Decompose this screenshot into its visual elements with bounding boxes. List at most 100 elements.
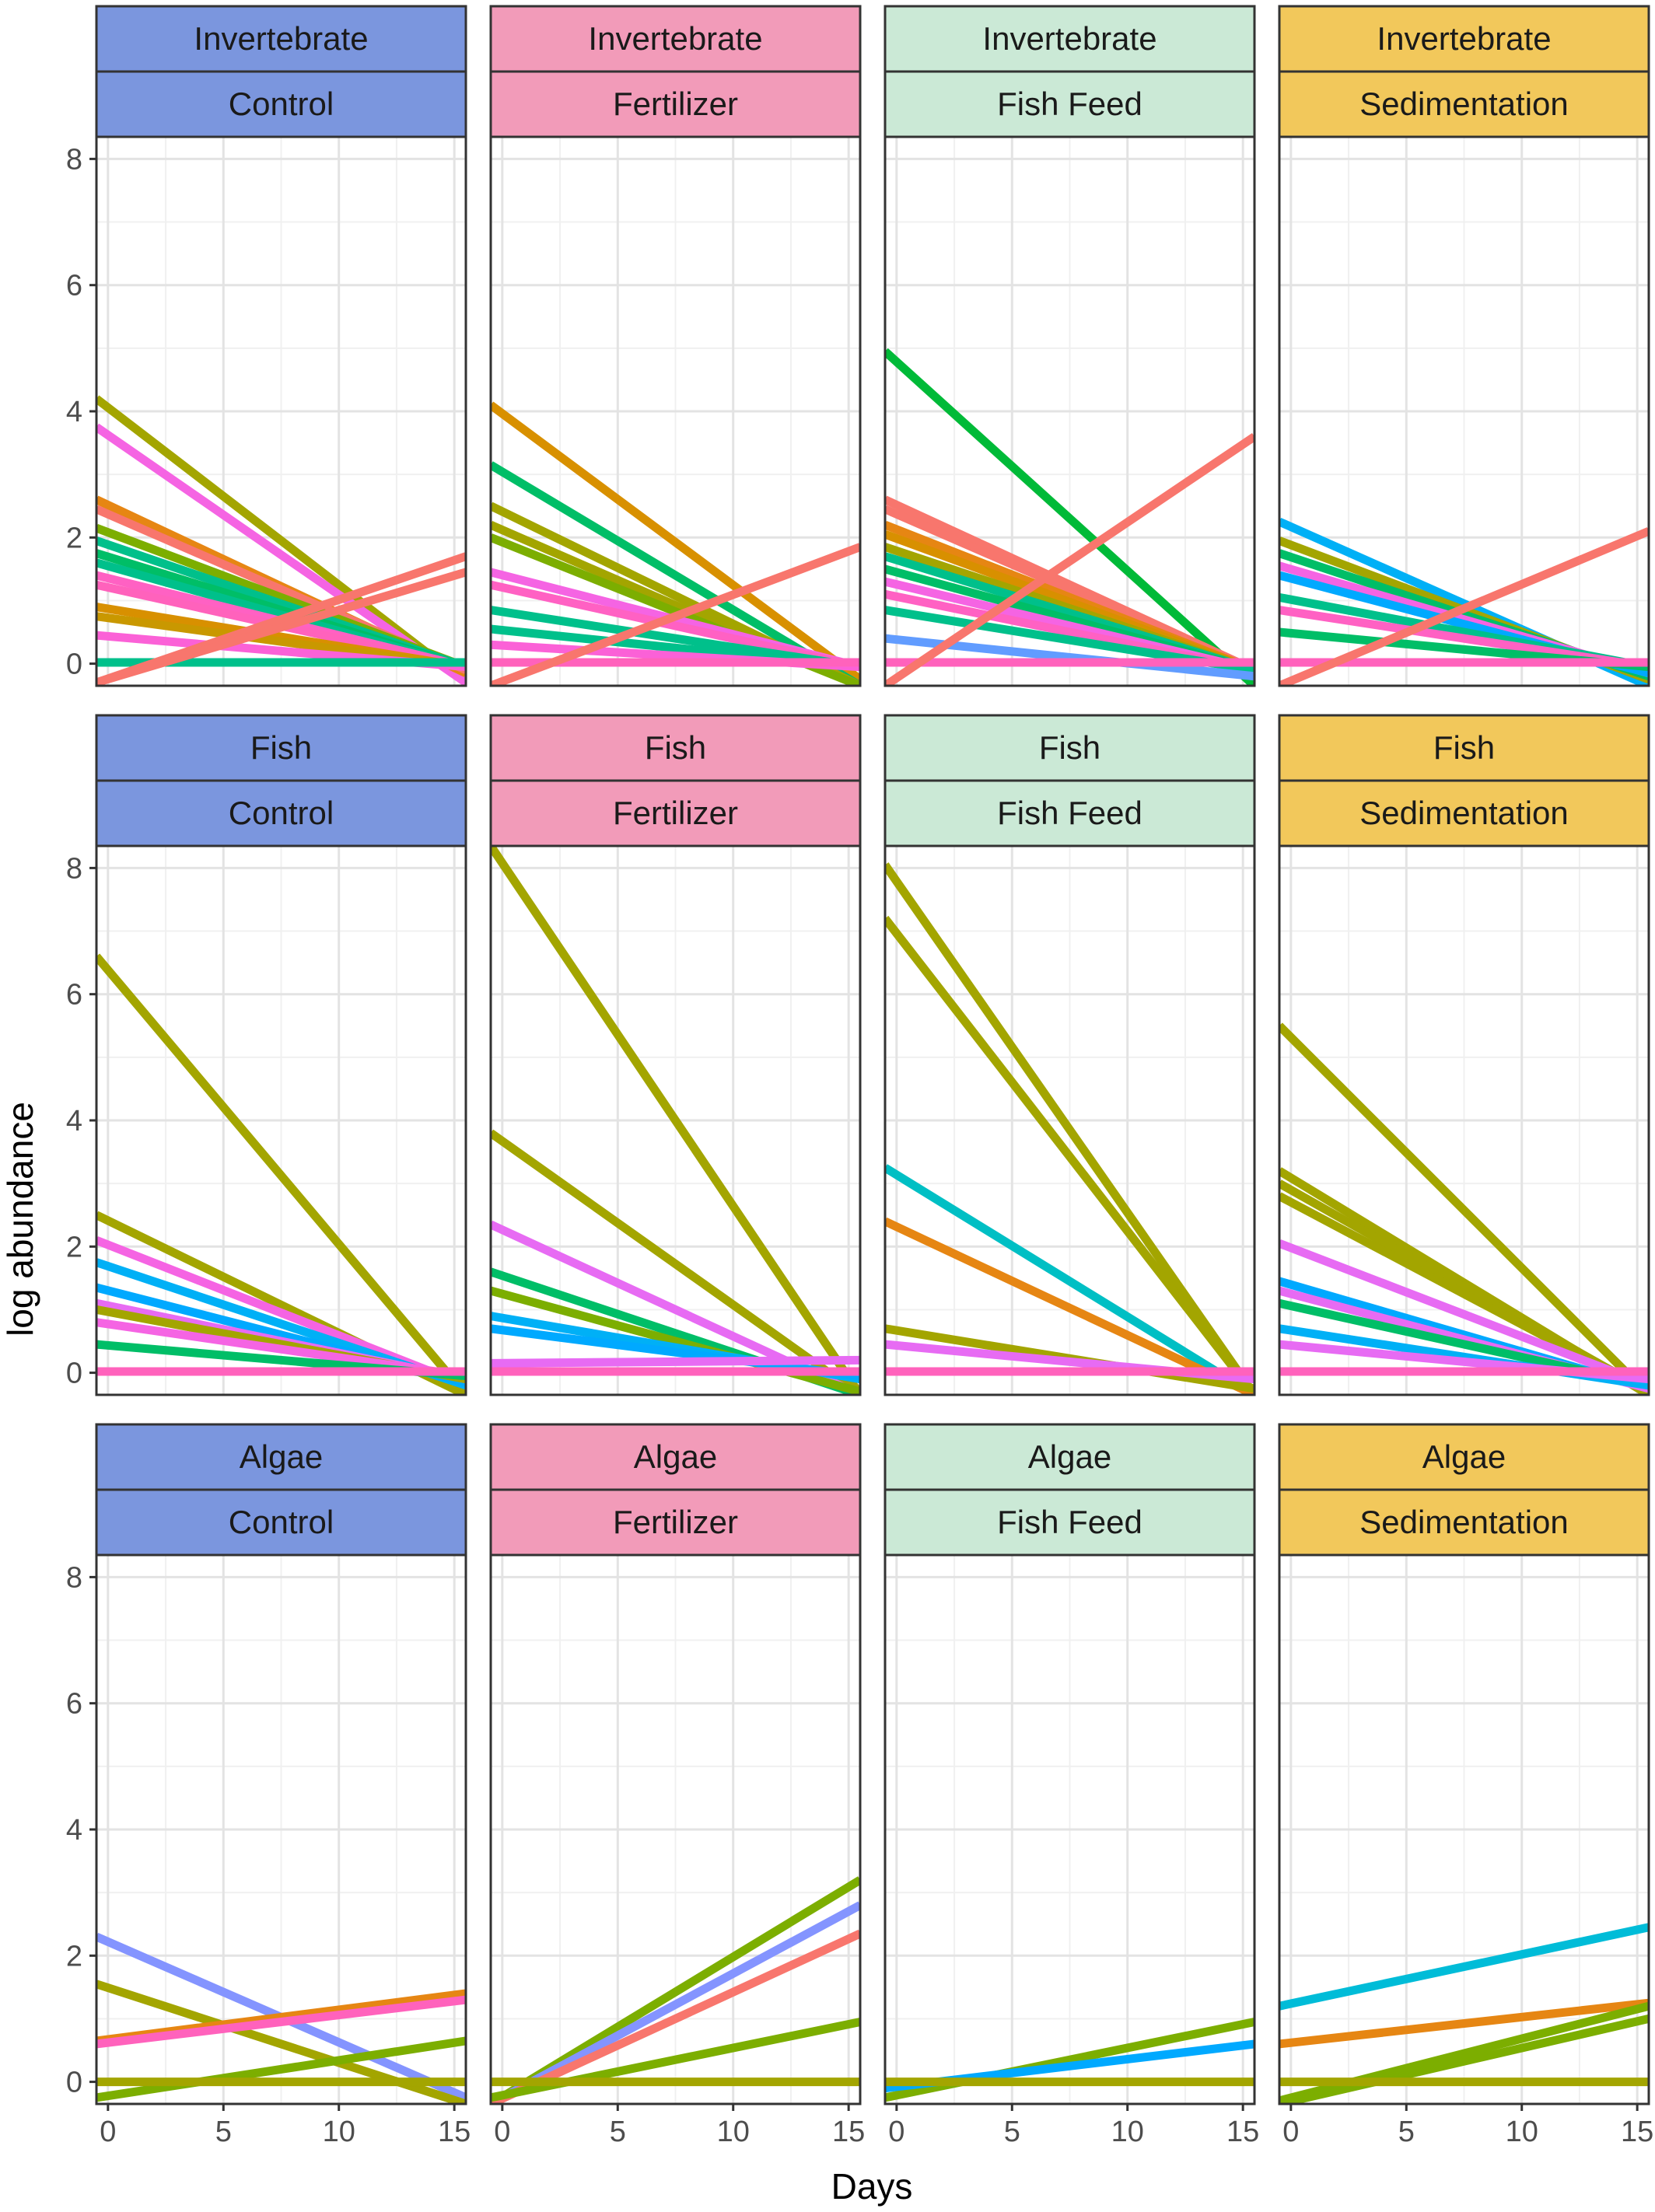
y-tick-label: 4 (66, 1105, 82, 1137)
facet-panel: Algae Sedimentation 0 5 10 15 (1278, 1423, 1653, 2148)
series-line (885, 348, 1254, 686)
series-line (96, 1995, 466, 2049)
series-group (1279, 1022, 1649, 1395)
series-group (885, 862, 1254, 1395)
series-line (96, 568, 466, 686)
strip-group-label: Fish (645, 729, 706, 766)
y-tick-label: 6 (66, 1688, 82, 1721)
series-group (491, 846, 860, 1395)
series-group (96, 395, 466, 686)
series-line (1279, 1239, 1649, 1389)
y-tick-label: 0 (66, 648, 82, 681)
series-line (491, 543, 860, 686)
strip-treatment (883, 70, 1256, 138)
strip-treatment (489, 70, 862, 138)
y-tick-label: 4 (66, 396, 82, 428)
strip-group-label: Algae (634, 1438, 717, 1475)
series-group (96, 1932, 466, 2104)
series-group (1279, 1923, 1649, 2104)
strip-group (1278, 5, 1650, 73)
series-group (491, 1876, 860, 2104)
series-line (885, 432, 1254, 686)
strip-treatment (489, 1488, 862, 1557)
panel-border (883, 135, 1256, 687)
strip-treatment-label: Fish Feed (997, 795, 1142, 831)
panel-border (883, 844, 1256, 1396)
strip-treatment-label: Fish Feed (997, 1504, 1142, 1540)
strip-group-label: Algae (1422, 1438, 1506, 1475)
strip-treatment (883, 779, 1256, 847)
strip-group (1278, 1423, 1650, 1491)
y-tick-label: 6 (66, 270, 82, 302)
series-line (885, 1217, 1254, 1395)
strip-treatment (95, 779, 467, 847)
x-tick-label: 0 (100, 2116, 116, 2148)
x-tick-label: 15 (832, 2116, 865, 2148)
x-tick-label: 10 (323, 2116, 355, 2148)
x-tick-label: 5 (1398, 2116, 1415, 2148)
y-tick-label: 2 (66, 1940, 82, 1973)
panel-border (1278, 1553, 1650, 2105)
panel-border (1278, 844, 1650, 1396)
facet-panel: Fish Fertilizer (489, 714, 862, 1396)
series-line (491, 1355, 860, 1368)
series-line (885, 862, 1254, 1395)
series-line (96, 2036, 466, 2102)
series-line (491, 1929, 860, 2104)
x-tick-label: 15 (1226, 2116, 1259, 2148)
strip-group (883, 1423, 1256, 1491)
facet-panel: Algae Fertilizer 0 5 10 15 (489, 1423, 865, 2148)
series-group (96, 953, 466, 1395)
series-line (1279, 1923, 1649, 2011)
strip-group (489, 714, 862, 782)
series-group (1279, 517, 1649, 686)
x-axis-title: Days (831, 2166, 913, 2207)
x-tick-label: 10 (1506, 2116, 1538, 2148)
y-tick-label: 0 (66, 1358, 82, 1390)
series-group (491, 401, 860, 686)
y-tick-label: 2 (66, 522, 82, 554)
strip-treatment-label: Control (229, 1504, 334, 1540)
strip-treatment-label: Fertilizer (613, 1504, 738, 1540)
strip-treatment-label: Sedimentation (1359, 86, 1569, 122)
strip-group (883, 714, 1256, 782)
series-line (491, 1129, 860, 1395)
series-line (96, 953, 466, 1395)
facet-panel: Fish Fish Feed (883, 714, 1256, 1396)
series-line (1279, 527, 1649, 686)
x-tick-label: 5 (215, 2116, 232, 2148)
facet-panel: Fish Sedimentation (1278, 714, 1650, 1396)
series-line (1279, 2015, 1649, 2104)
facet-panel: Algae Fish Feed 0 5 10 15 (883, 1423, 1259, 2148)
y-tick-label: 2 (66, 1231, 82, 1263)
strip-treatment (883, 1488, 1256, 1557)
facet-panel: Invertebrate Control 0 2 4 6 8 (66, 5, 467, 687)
strip-group-label: Invertebrate (1377, 20, 1551, 57)
strip-treatment (95, 70, 467, 138)
series-line (885, 1164, 1254, 1395)
facet-panel: Invertebrate Fertilizer (489, 5, 862, 687)
series-line (491, 401, 860, 683)
facet-panel: Algae Control 0 2 4 6 8 0 5 10 15 (66, 1423, 471, 2148)
strip-group-label: Fish (1433, 729, 1495, 766)
strip-treatment-label: Control (229, 86, 334, 122)
panel-border (1278, 135, 1650, 687)
series-group (885, 2018, 1254, 2102)
y-tick-label: 8 (66, 852, 82, 885)
panel-border (489, 1553, 862, 2105)
y-tick-label: 6 (66, 979, 82, 1012)
x-tick-label: 0 (888, 2116, 904, 2148)
strip-treatment-label: Fertilizer (613, 795, 738, 831)
panel-border (883, 1553, 1256, 2105)
facet-panel: Invertebrate Fish Feed (883, 5, 1256, 687)
series-line (1279, 1998, 1649, 2049)
y-tick-label: 4 (66, 1814, 82, 1847)
x-tick-label: 0 (1282, 2116, 1299, 2148)
strip-group-label: Algae (240, 1438, 323, 1475)
x-tick-label: 10 (717, 2116, 750, 2148)
panel-border (489, 135, 862, 687)
series-line (885, 915, 1254, 1395)
strip-group-label: Fish (1039, 729, 1100, 766)
strip-treatment-label: Fertilizer (613, 86, 738, 122)
